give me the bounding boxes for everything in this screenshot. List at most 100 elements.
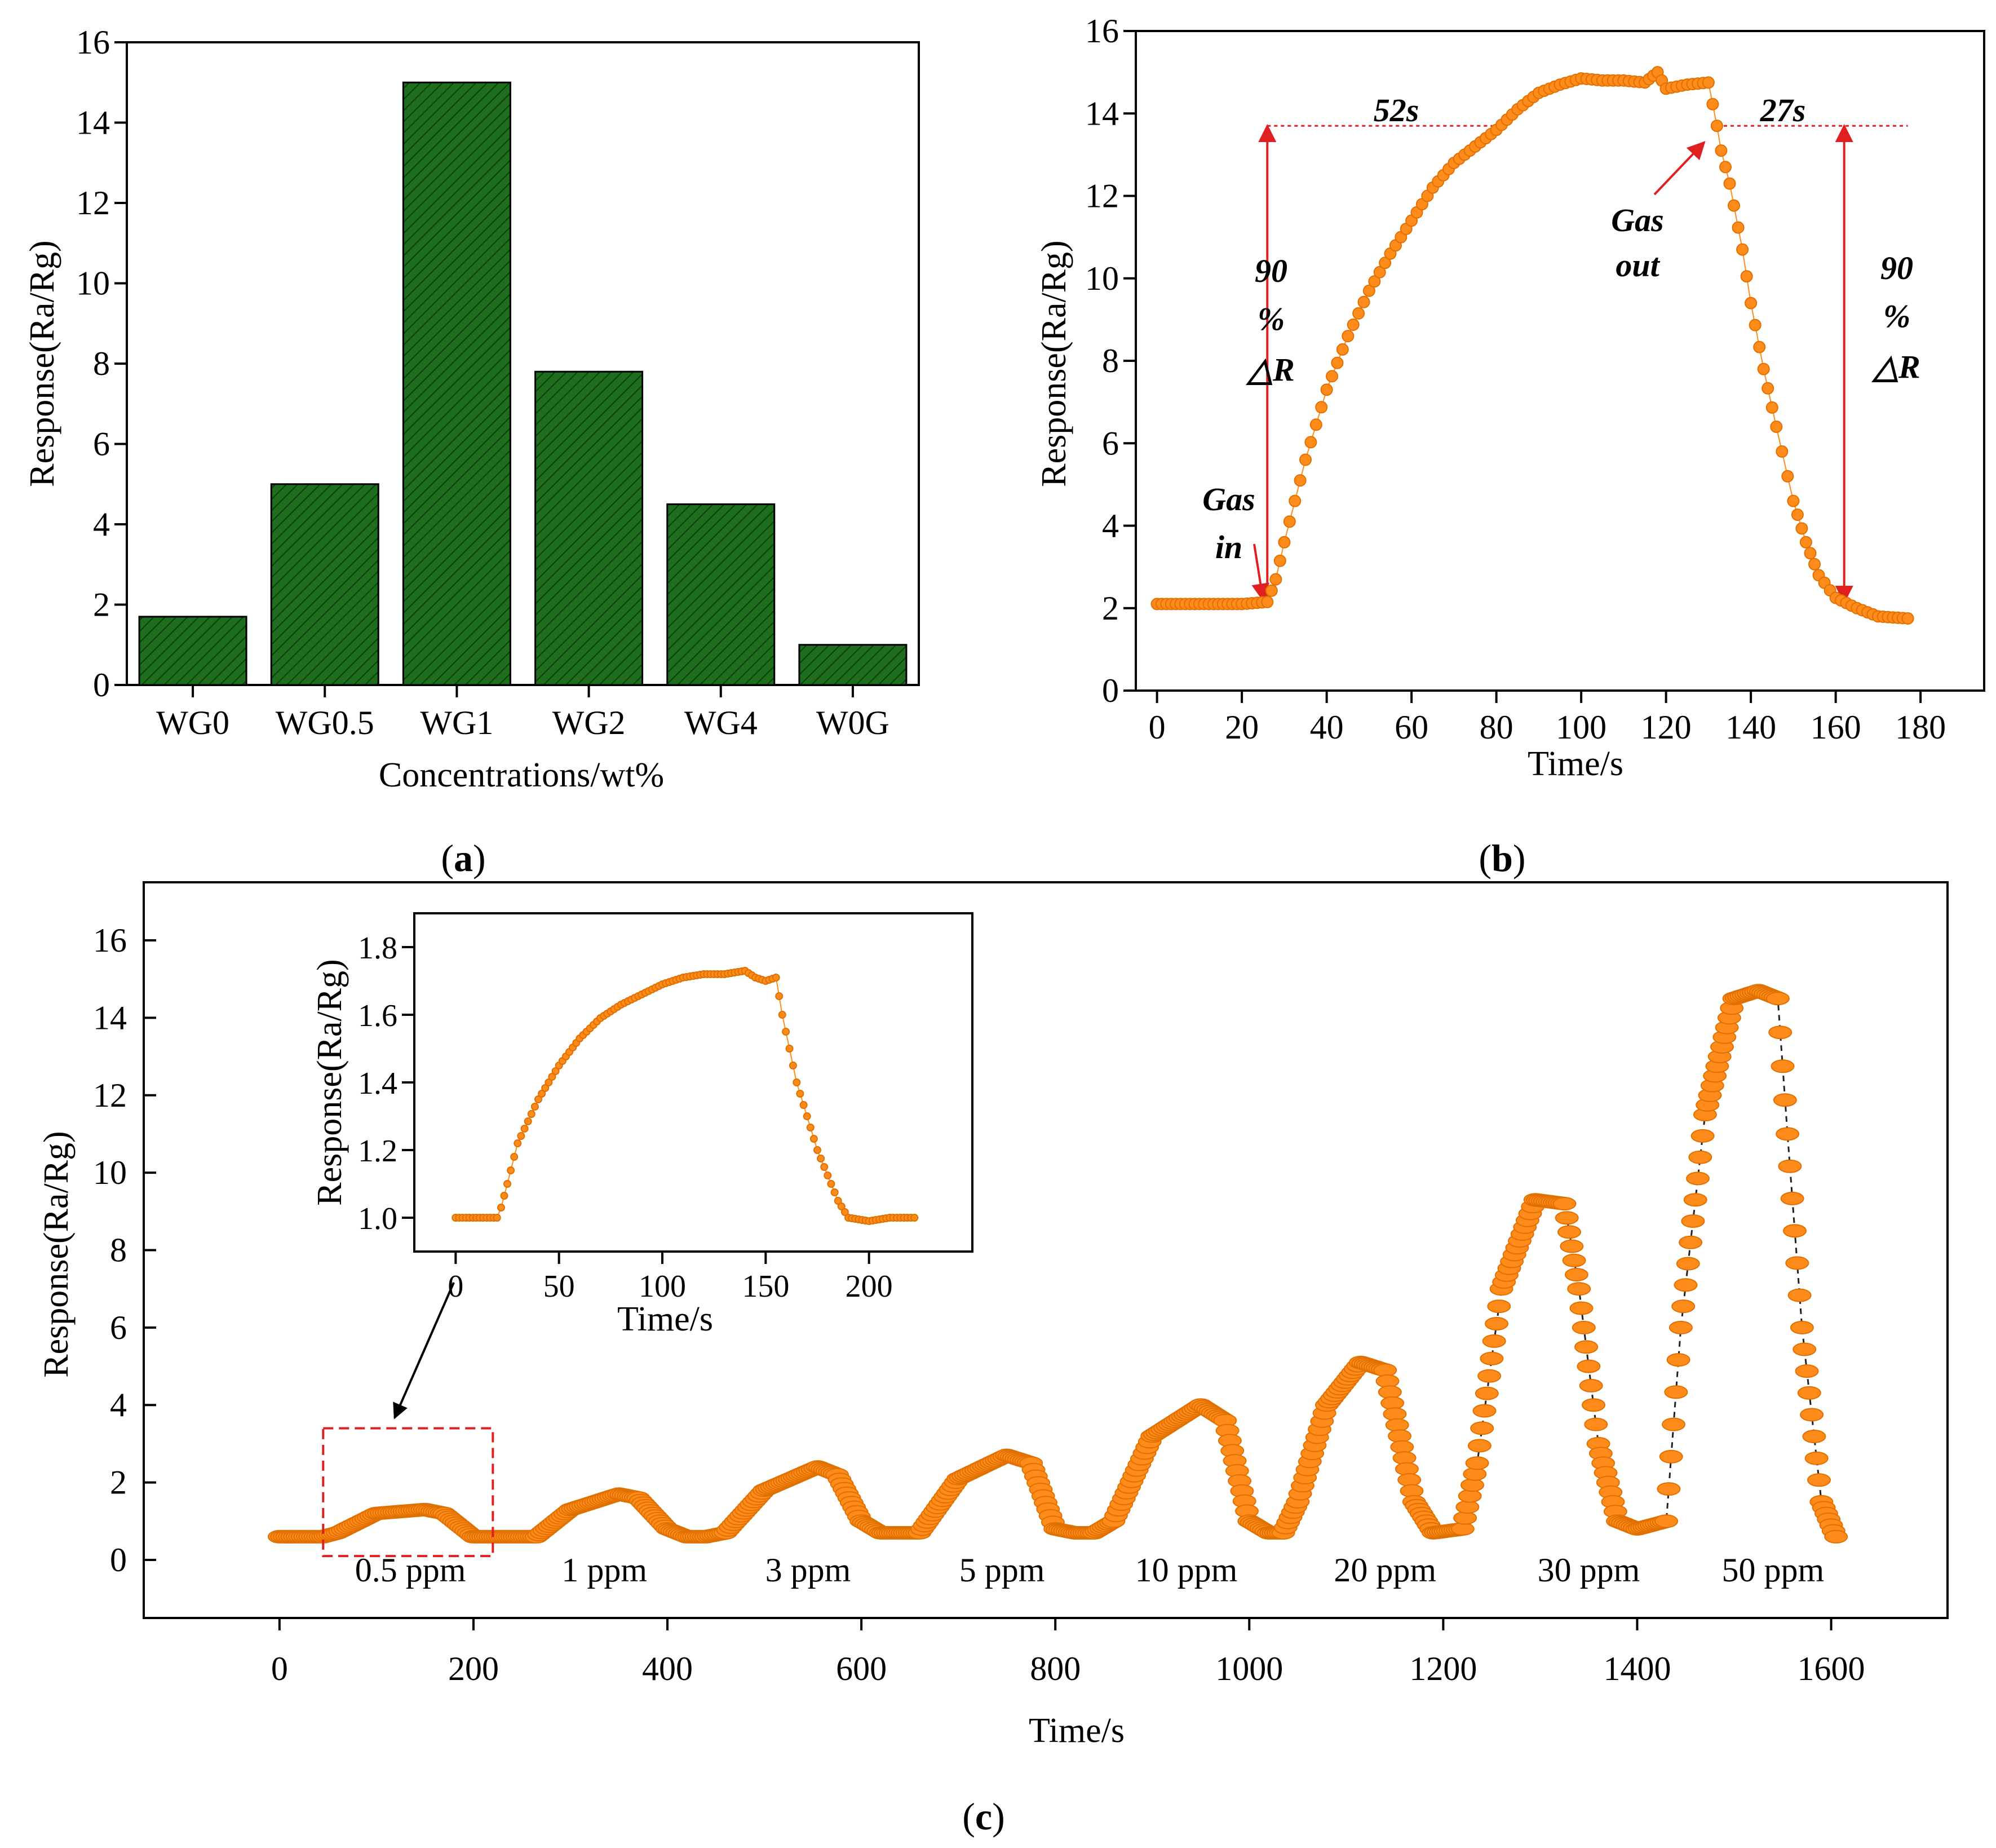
panel-c-data-point: [1564, 1268, 1588, 1281]
panel-b-ytick-label: 12: [1085, 178, 1119, 215]
panel-b-data-point: [1740, 270, 1753, 283]
panel-b-data-point: [1347, 319, 1360, 331]
panel-c-data-point: [1487, 1299, 1511, 1314]
panel-c-data-point: [1472, 1404, 1497, 1418]
panel-a-xtick-label: WG4: [684, 704, 758, 741]
panel-b-data-point: [1362, 284, 1375, 297]
panel-c-xtick-label: 200: [448, 1650, 499, 1687]
panel-a-ytick-label: 12: [76, 184, 110, 222]
concentration-label: 20 ppm: [1334, 1551, 1436, 1589]
panel-b-data-point: [1261, 595, 1274, 608]
panel-c-data-point: [1485, 1317, 1508, 1330]
panel-b-data-point: [1320, 383, 1333, 396]
panel-c-data-point: [1804, 1451, 1829, 1465]
panel-c-data-point: [1470, 1421, 1494, 1435]
panel-c-data-point: [1690, 1129, 1715, 1143]
panel-a-ytick-label: 16: [76, 24, 110, 61]
gas-out-arrow: [1653, 141, 1706, 196]
inset-ytick-label: 1.2: [358, 1134, 397, 1169]
panel-b-ytick-label: 14: [1085, 95, 1119, 132]
panel-b-data-point: [1273, 554, 1286, 567]
panel-c-data-point: [1562, 1253, 1586, 1267]
panel-b-xtick-label: 180: [1895, 709, 1946, 746]
gas-in-arrow: [1251, 543, 1270, 602]
panel-b-xtick-label: 0: [1149, 709, 1166, 746]
panel-c-ylabel: Response(Ra/Rg): [37, 1131, 76, 1377]
panel-b-data-point: [1373, 266, 1386, 278]
panel-b-data-point: [1757, 362, 1770, 375]
concentration-label: 5 ppm: [959, 1551, 1045, 1589]
delta-right-line2: %: [1883, 298, 1910, 334]
panel-a-ytick-label: 10: [76, 265, 110, 302]
panel-c-data-point: [1797, 1386, 1821, 1400]
panel-a-ytick-label: 4: [93, 506, 110, 543]
panel-a-bar-chart: 0 2 4 6 8 10 12 14 16 WG0 WG0.5 WG1 WG2 WG4 W0G Conce…: [23, 24, 920, 879]
concentration-label: 30 ppm: [1538, 1551, 1640, 1589]
panel-c-data-point: [1397, 1473, 1422, 1487]
panel-b-data-point: [1352, 307, 1365, 320]
panel-c-data-point: [1390, 1440, 1414, 1454]
panel-c-data-point: [1482, 1334, 1506, 1348]
inset-data-point: [545, 1078, 553, 1086]
inset-data-point: [772, 974, 780, 982]
panel-c-ytick-label: 2: [110, 1464, 127, 1501]
inset-source-box: [322, 1427, 494, 1558]
panel-c-data-point: [1771, 1059, 1795, 1073]
panel-a-xlabel: Concentrations/wt%: [379, 756, 664, 794]
inset-data-point: [507, 1166, 515, 1174]
panel-c-data-point: [1674, 1278, 1698, 1292]
panel-b-data-point: [1299, 453, 1312, 466]
panel-c-data-point: [1664, 1385, 1688, 1399]
panel-b-ytick-label: 16: [1085, 12, 1119, 50]
panel-c-data-point: [1373, 1363, 1397, 1377]
inset-data-point: [799, 1101, 808, 1109]
panel-b-data-point: [1753, 341, 1766, 353]
inset-data-point: [520, 1125, 529, 1133]
panel-c-data-point: [1681, 1214, 1705, 1228]
panel-b-xtick-label: 40: [1310, 709, 1344, 746]
inset-data-point: [813, 1146, 821, 1154]
panel-b-ytick-label: 0: [1102, 672, 1119, 709]
gas-out-label-line1: Gas: [1611, 202, 1663, 238]
panel-b-data-point: [1715, 144, 1728, 157]
panel-b-data-point: [1787, 494, 1800, 507]
inset-data-point: [503, 1180, 511, 1188]
panel-b-ytick-label: 4: [1102, 507, 1119, 545]
panel-b-xtick-label: 20: [1225, 709, 1259, 746]
inset-xtick-label: 50: [543, 1269, 575, 1304]
inset-data-point: [500, 1192, 508, 1200]
panel-b-data-point: [1808, 558, 1821, 571]
inset-data-point: [497, 1204, 505, 1212]
gas-in-label-line2: in: [1215, 529, 1242, 565]
panel-b-data-point: [1269, 573, 1282, 586]
panel-c-ytick-label: 14: [93, 999, 127, 1036]
inset-ytick-label: 1.0: [358, 1201, 397, 1236]
panel-c-data-point: [1552, 1197, 1577, 1211]
panel-c-data-point: [1392, 1451, 1417, 1465]
panel-b-data-point: [1278, 536, 1291, 549]
inset-ytick-label: 1.6: [358, 998, 397, 1033]
panel-c-data-point: [1579, 1378, 1603, 1392]
panel-b-ytick-label: 6: [1102, 425, 1119, 462]
gas-out-label-line2: out: [1616, 247, 1660, 284]
delta-right-line3: △R: [1871, 348, 1920, 385]
inset-data-point: [827, 1180, 835, 1188]
panel-c-xtick-label: 1200: [1409, 1650, 1477, 1687]
panel-b-data-point: [1795, 522, 1808, 535]
panel-b-data-point: [1331, 356, 1344, 369]
inset-data-point: [510, 1153, 519, 1161]
panel-b-data-point: [1765, 401, 1778, 414]
panel-c-data-point: [1676, 1257, 1700, 1271]
bar-WG2: [534, 370, 644, 686]
inset-xtick-label: 200: [846, 1269, 893, 1304]
panel-c-data-point: [1574, 1340, 1599, 1354]
panel-b-data-point: [1762, 382, 1774, 395]
panel-c-data-point: [1793, 1342, 1817, 1356]
inset-data-point: [534, 1095, 542, 1103]
panel-c-data-point: [1669, 1320, 1693, 1334]
panel-c-xtick-label: 800: [1030, 1650, 1081, 1687]
panel-c-ytick-label: 6: [110, 1309, 127, 1346]
inset-pointer-arrow: [393, 1282, 455, 1420]
panel-c-data-point: [1555, 1211, 1579, 1225]
panel-c-xlabel: Time/s: [1029, 1712, 1125, 1750]
